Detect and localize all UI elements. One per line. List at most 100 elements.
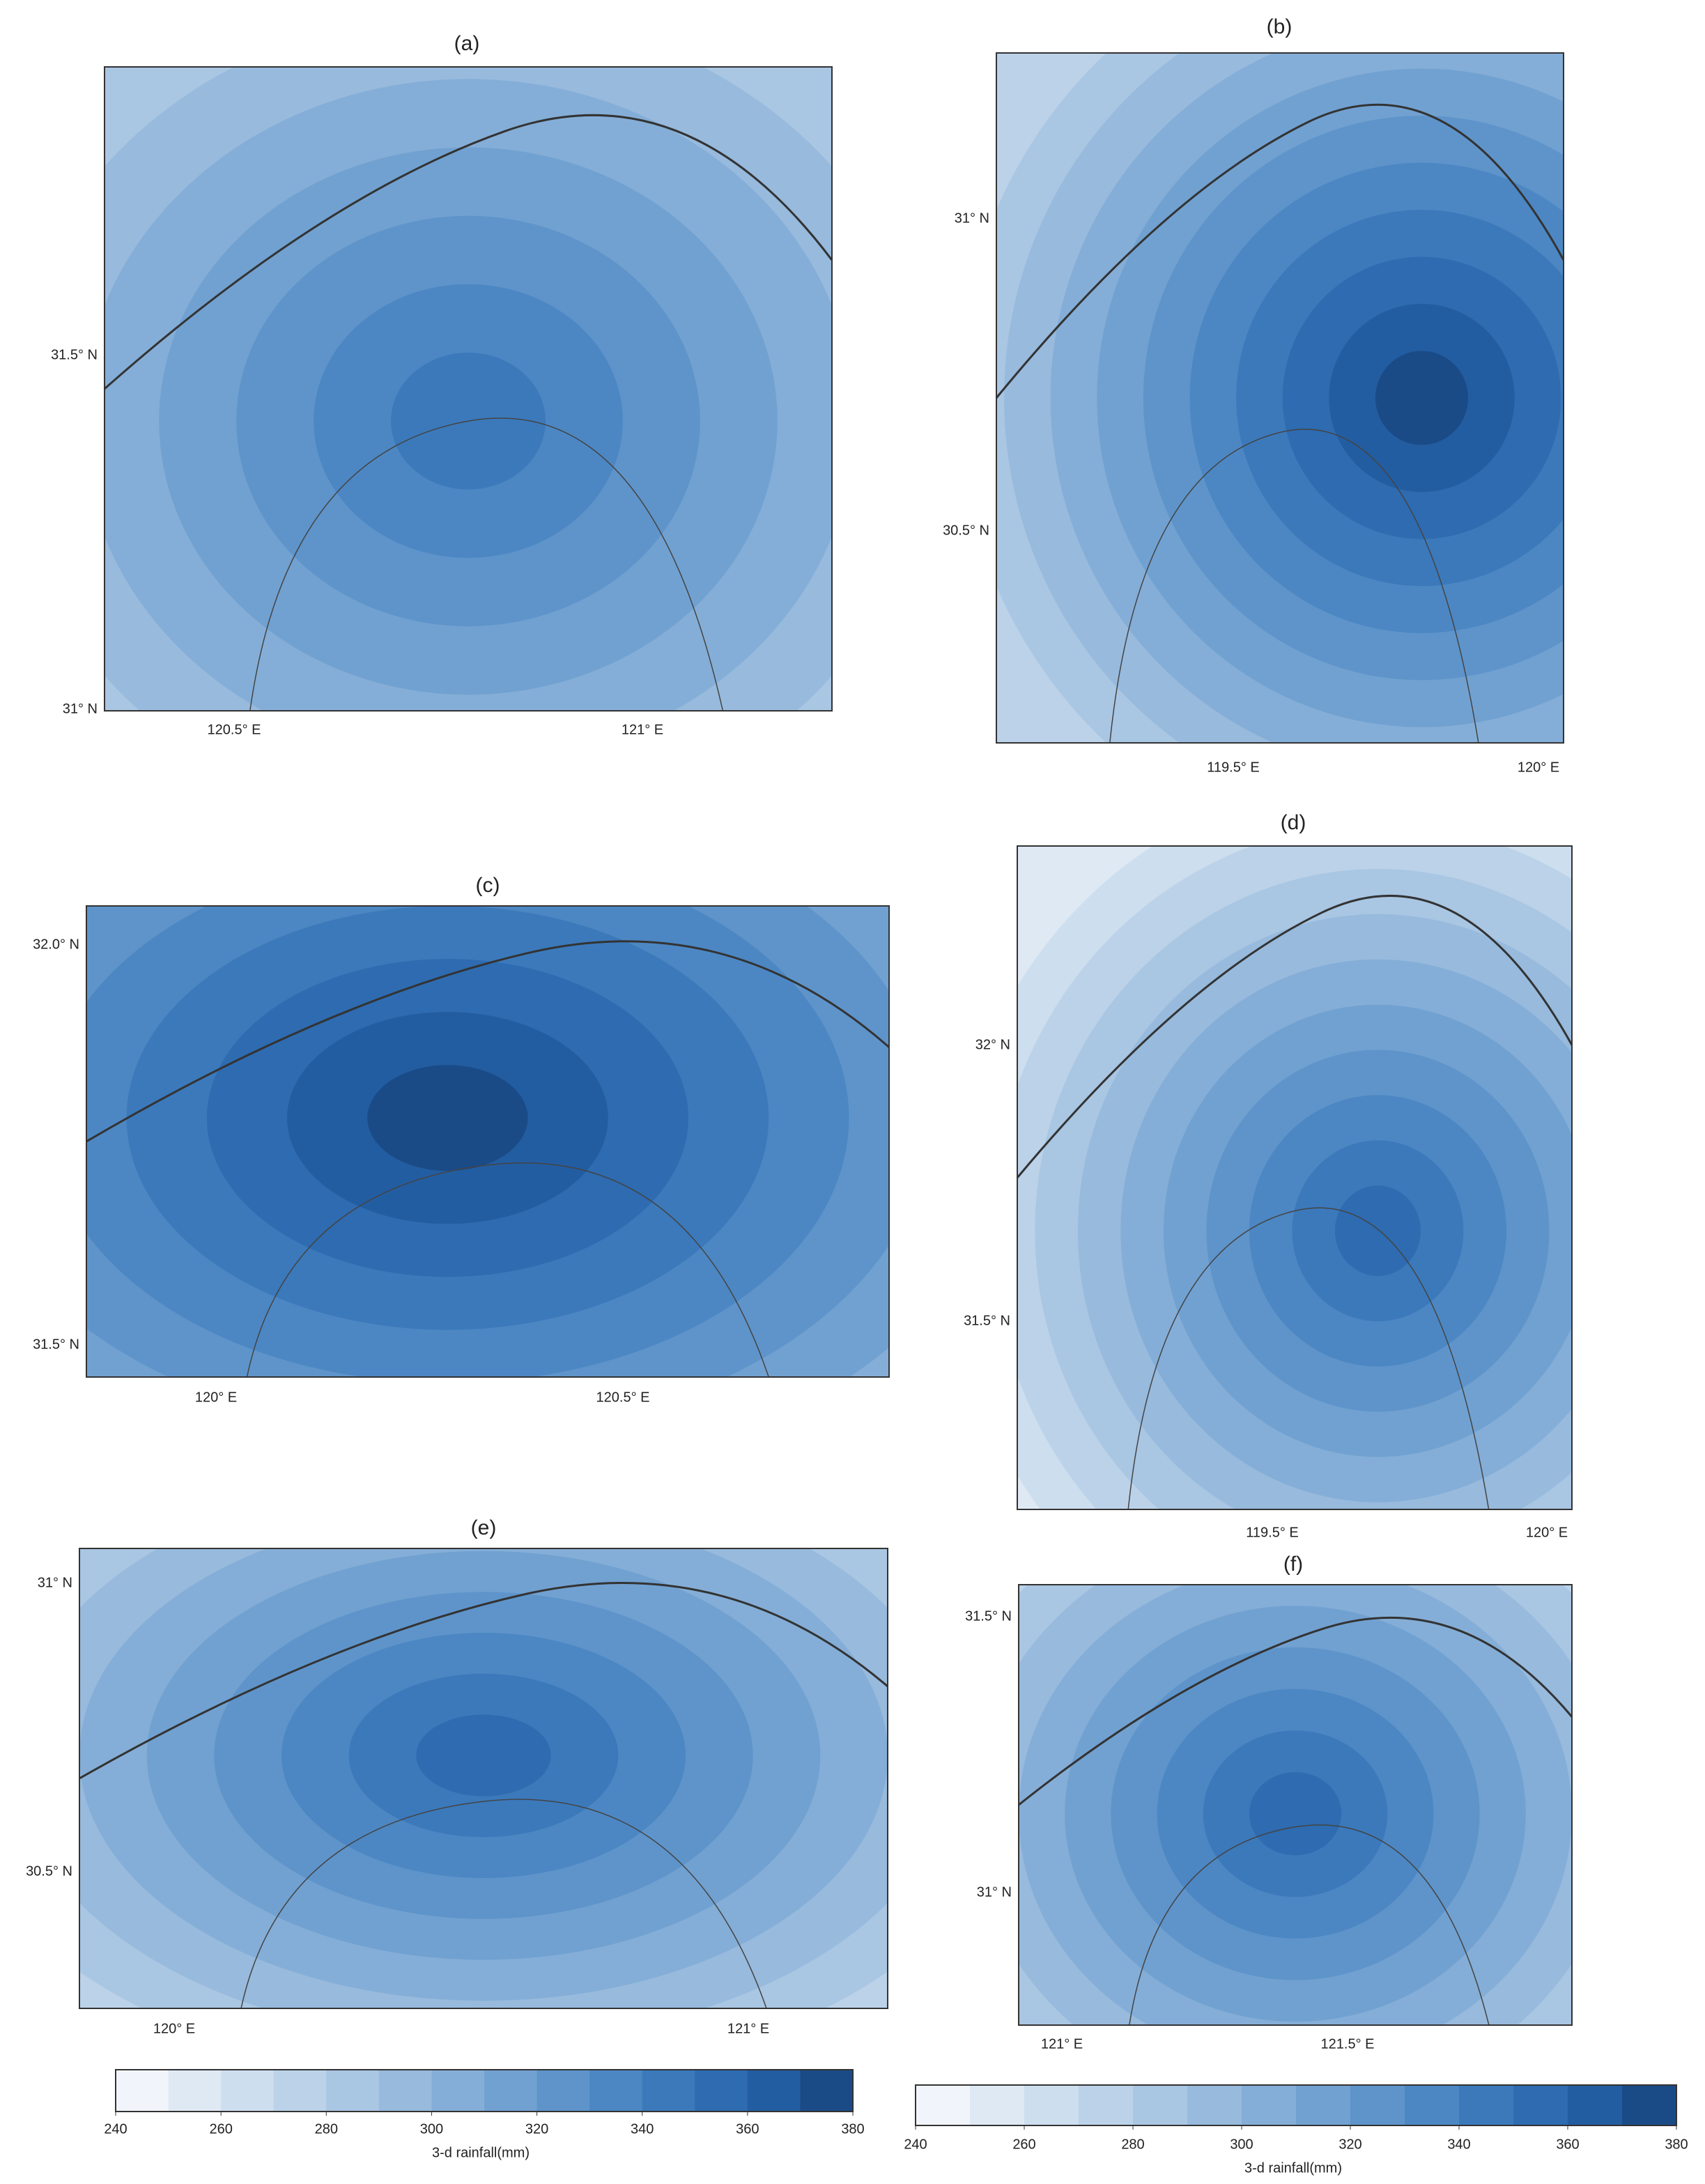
colorbar-swatch [1024, 2085, 1079, 2125]
colorbar-swatch [1622, 2085, 1677, 2125]
panel-frame [996, 52, 1564, 744]
contour-fill [1249, 1771, 1342, 1856]
map-panel [996, 53, 1564, 743]
lat-label: 30.5° N [26, 1863, 72, 1879]
colorbar-tick-label: 360 [1556, 2137, 1579, 2152]
colorbar-swatch [1133, 2085, 1188, 2125]
contour-fill [367, 1065, 528, 1171]
lon-label: 120° E [195, 1390, 237, 1405]
panel-label: (b) [1267, 15, 1293, 38]
colorbar-tick-label: 320 [525, 2121, 548, 2137]
boundary [79, 1582, 888, 1780]
colorbar-tick-label: 380 [1665, 2137, 1688, 2152]
lat-label: 32° N [975, 1037, 1010, 1052]
panel-frame [79, 1548, 888, 2009]
colorbar-swatch [1568, 2085, 1623, 2125]
map-panel [79, 1548, 888, 2008]
map-panel [105, 67, 832, 711]
lon-label: 120.5° E [208, 722, 261, 737]
panel-label: (a) [454, 32, 480, 55]
colorbar-swatch [747, 2070, 801, 2112]
colorbar-swatch [1459, 2085, 1514, 2125]
contour-fill [1375, 351, 1469, 445]
colorbar-tick-label: 280 [1121, 2137, 1144, 2152]
colorbar-swatch [589, 2070, 643, 2112]
boundary [1017, 894, 1572, 1178]
colorbar-swatch [326, 2070, 380, 2112]
lat-label: 31° N [955, 210, 989, 226]
map-panel [1017, 846, 1572, 1509]
colorbar-tick-label: 320 [1338, 2137, 1361, 2152]
boundary [249, 417, 724, 711]
lat-label: 32.0° N [33, 937, 79, 952]
panel-label: (c) [476, 874, 500, 897]
colorbar-tick-label: 300 [1230, 2137, 1253, 2152]
lon-label: 121° E [1041, 2036, 1083, 2052]
boundary [86, 940, 889, 1143]
colorbar-tick-label: 240 [904, 2137, 927, 2152]
lat-label: 31.5° N [965, 1608, 1012, 1624]
lon-label: 121.5° E [1321, 2036, 1375, 2052]
panel-frame [1017, 845, 1573, 1510]
colorbar-label: 3-d rainfall(mm) [1244, 2160, 1342, 2176]
boundary [996, 103, 1564, 399]
colorbar-tick-label: 340 [1447, 2137, 1470, 2152]
lon-label: 120° E [153, 2021, 195, 2036]
colorbar-swatch [1296, 2085, 1351, 2125]
lon-label: 119.5° E [1207, 760, 1259, 775]
colorbar-swatch [484, 2070, 538, 2112]
boundary [1109, 429, 1479, 743]
colorbar-swatch [168, 2070, 222, 2112]
lon-label: 121° E [622, 722, 663, 737]
lat-label: 31° N [38, 1575, 72, 1590]
panel-frame [104, 66, 833, 712]
panel-frame [1018, 1584, 1573, 2026]
colorbar-swatch [916, 2085, 971, 2125]
colorbar-tick-label: 280 [315, 2121, 338, 2137]
panel-frame [86, 905, 890, 1378]
colorbar-swatch [1350, 2085, 1405, 2125]
colorbar-swatch [1187, 2085, 1242, 2125]
map-panel [1019, 1585, 1572, 2025]
colorbar-swatch [642, 2070, 695, 2112]
colorbar-tick-label: 380 [841, 2121, 864, 2137]
panel-label: (e) [471, 1516, 497, 1539]
colorbar-swatch [695, 2070, 748, 2112]
colorbar-tick-label: 340 [631, 2121, 654, 2137]
map-panel [86, 906, 889, 1377]
boundary [1019, 1616, 1572, 1806]
lat-label: 30.5° N [943, 523, 989, 538]
boundary [1127, 1207, 1490, 1509]
colorbar-tick-label: 300 [420, 2121, 443, 2137]
colorbar-tick-label: 240 [104, 2121, 127, 2137]
colorbar-swatch [1405, 2085, 1460, 2125]
panel-label: (d) [1281, 811, 1306, 834]
colorbar-swatch [378, 2070, 432, 2112]
boundary [105, 114, 832, 390]
colorbar-tick-label: 360 [736, 2121, 759, 2137]
lon-label: 120° E [1526, 1525, 1568, 1540]
colorbar-frame [915, 2084, 1677, 2126]
lat-label: 31.5° N [51, 347, 98, 362]
colorbar-tick-label: 260 [1012, 2137, 1035, 2152]
colorbar-label: 3-d rainfall(mm) [432, 2145, 530, 2160]
lat-label: 31.5° N [33, 1337, 79, 1352]
colorbar-swatch [1242, 2085, 1297, 2125]
lat-label: 31° N [63, 701, 98, 716]
colorbar-tick-label: 260 [209, 2121, 232, 2137]
colorbar-swatch [431, 2070, 485, 2112]
lon-label: 120° E [1518, 760, 1559, 775]
boundary [1129, 1824, 1490, 2025]
colorbar-swatch [537, 2070, 590, 2112]
contour-fill [1334, 1185, 1421, 1277]
lat-label: 31° N [977, 1884, 1012, 1900]
lon-label: 121° E [727, 2021, 769, 2036]
colorbar-frame [115, 2069, 854, 2112]
colorbar-swatch [116, 2070, 169, 2112]
lat-label: 31.5° N [964, 1313, 1010, 1328]
colorbar-swatch [1513, 2085, 1568, 2125]
colorbar-swatch [970, 2085, 1025, 2125]
lon-label: 119.5° E [1246, 1525, 1298, 1540]
colorbar-swatch [800, 2070, 854, 2112]
